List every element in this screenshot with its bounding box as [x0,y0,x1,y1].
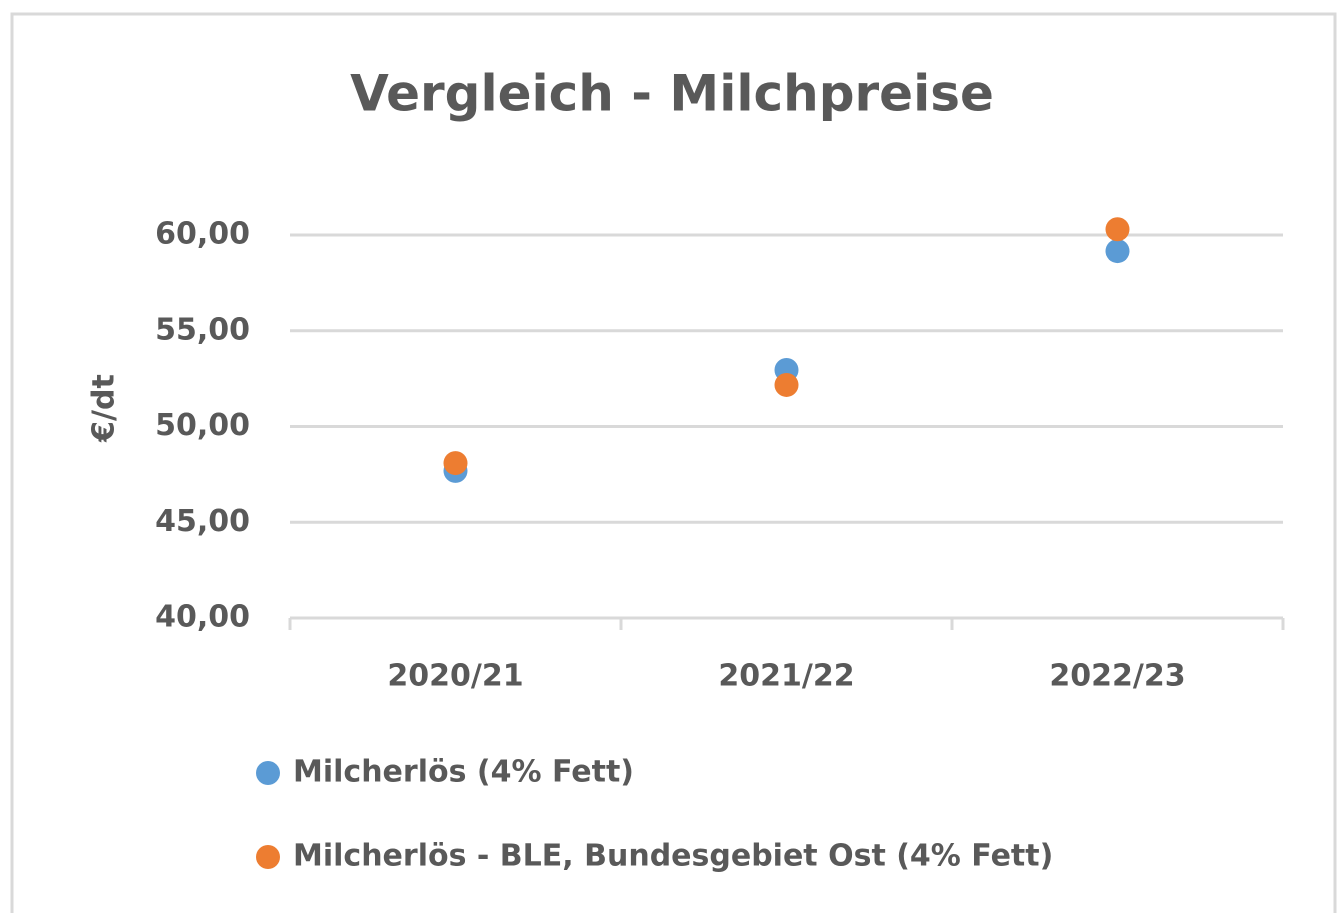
legend-marker [256,845,280,869]
point [1105,217,1130,242]
y-tick-label: 40,00 [155,600,250,635]
y-axis-label: €/dt [87,374,122,443]
x-tick-label: 2020/21 [387,659,523,694]
y-tick-label: 45,00 [155,504,250,539]
legend-label: Milcherlös - BLE, Bundesgebiet Ost (4% F… [293,839,1053,874]
y-tick-label: 55,00 [155,312,250,347]
point [443,451,468,476]
point [1105,239,1130,264]
chart-title: Vergleich - Milchpreise [350,65,994,123]
x-tick-label: 2021/22 [718,659,854,694]
legend-label: Milcherlös (4% Fett) [293,755,634,790]
x-tick-label: 2022/23 [1049,659,1185,694]
chart-frame [10,12,1337,913]
y-tick-label: 60,00 [155,217,250,252]
point [774,372,799,397]
y-tick-label: 50,00 [155,408,250,443]
legend-marker [256,761,280,785]
